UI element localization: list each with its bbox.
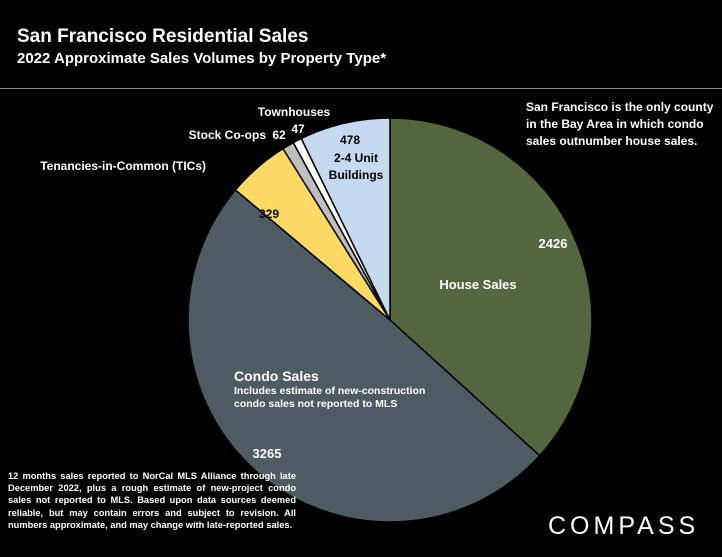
slice-value-townhouses: 47 — [291, 122, 305, 136]
footnote: 12 months sales reported to NorCal MLS A… — [8, 471, 296, 530]
title-divider — [0, 88, 722, 89]
slice-value-stock-co-ops: 62 — [272, 128, 286, 142]
pie-slice-condo-sales — [187, 188, 541, 523]
slice-label-stock-co-ops: Stock Co-ops — [189, 128, 267, 142]
slice-label-house-sales: House Sales — [439, 277, 516, 292]
pie-slice-2-4-unit-buildings — [300, 117, 391, 321]
slice-label-condo-sales: Condo Sales — [234, 368, 319, 384]
slice-label-2-4-unit-buildings-line2: Buildings — [329, 168, 384, 182]
slice-label-2-4-unit-buildings-line1: 2-4 Unit — [334, 151, 378, 165]
chart-title: San Francisco Residential Sales — [17, 26, 309, 47]
slice-sublabel-line1: Includes estimate of new-construction — [234, 385, 425, 397]
slice-label-townhouses: Townhouses — [258, 105, 331, 119]
compass-logo: COMPASS — [548, 512, 700, 540]
slice-label-tenancies-in-common-tics: Tenancies-in-Common (TICs) — [40, 159, 206, 173]
side-note: San Francisco is the only county in the … — [526, 100, 714, 148]
chart-subtitle: 2022 Approximate Sales Volumes by Proper… — [17, 50, 387, 67]
slice-value-condo-sales: 3265 — [253, 446, 282, 461]
slice-sublabel-line2: condo sales not reported to MLS — [234, 398, 397, 410]
slice-value-tenancies-in-common-tics: 329 — [259, 207, 279, 221]
slice-value-2-4-unit-buildings: 478 — [340, 133, 360, 147]
slice-value-house-sales: 2426 — [539, 236, 568, 251]
pie-slice-house-sales — [389, 117, 593, 457]
